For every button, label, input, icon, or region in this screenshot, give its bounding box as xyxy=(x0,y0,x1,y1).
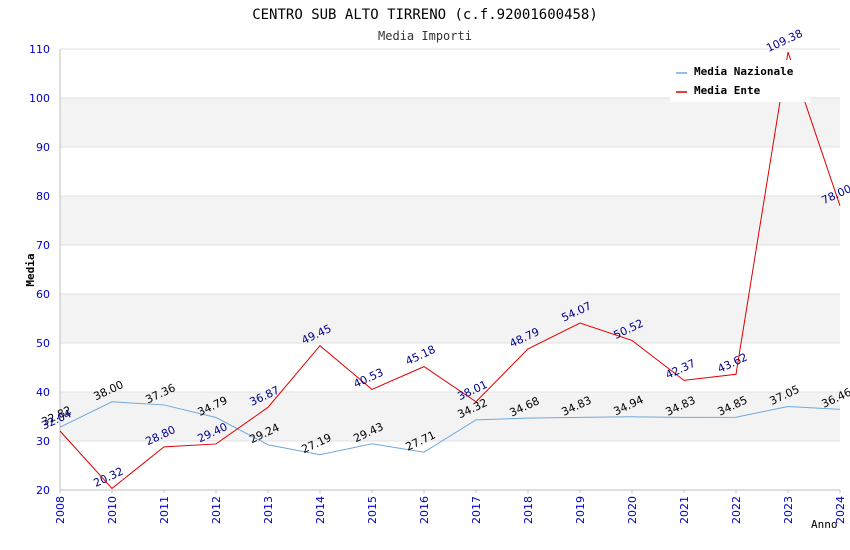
y-tick-labels: 20 30 40 50 60 70 80 90 100 110 xyxy=(29,43,50,497)
legend-box xyxy=(670,60,810,102)
x-tick-label: 2014 xyxy=(314,496,327,524)
y-tick-label: 40 xyxy=(36,386,50,399)
x-tick-label: 2016 xyxy=(418,496,431,524)
legend: Media Nazionale Media Ente xyxy=(670,60,810,102)
plot-band xyxy=(60,392,840,441)
legend-label-media-nazionale: Media Nazionale xyxy=(694,65,794,78)
y-tick-label: 20 xyxy=(36,484,50,497)
y-tick-label: 100 xyxy=(29,92,50,105)
x-tick-label: 2008 xyxy=(54,496,67,524)
chart-subtitle: Media Importi xyxy=(378,29,472,43)
x-tick-label: 2019 xyxy=(574,496,587,524)
legend-label-media-ente: Media Ente xyxy=(694,84,761,97)
plot-bands xyxy=(60,98,840,441)
x-tick-labels: 2008 2010 2011 2012 2013 2014 2015 2016 2017 2018… xyxy=(54,490,847,524)
chart-title: CENTRO SUB ALTO TIRRENO (c.f.92001600458… xyxy=(252,7,598,23)
plot-band xyxy=(60,98,840,147)
x-tick-label: 2012 xyxy=(210,496,223,524)
y-tick-label: 80 xyxy=(36,190,50,203)
y-tick-label: 90 xyxy=(36,141,50,154)
plot-band xyxy=(60,196,840,245)
x-tick-label: 2010 xyxy=(106,496,119,524)
y-tick-label: 60 xyxy=(36,288,50,301)
x-tick-label: 2021 xyxy=(678,496,691,524)
x-tick-label: 2013 xyxy=(262,496,275,524)
x-axis-title: Anno xyxy=(811,518,838,531)
x-tick-label: 2022 xyxy=(730,496,743,524)
y-tick-label: 30 xyxy=(36,435,50,448)
x-tick-label: 2020 xyxy=(626,496,639,524)
y-tick-label: 110 xyxy=(29,43,50,56)
y-axis-title: Media xyxy=(24,253,37,286)
x-tick-label: 2017 xyxy=(470,496,483,524)
y-tick-label: 70 xyxy=(36,239,50,252)
x-tick-label: 2015 xyxy=(366,496,379,524)
series-line-media-ente xyxy=(59,51,841,490)
x-tick-label: 2011 xyxy=(158,496,171,524)
series-lines xyxy=(59,51,841,490)
plot-band xyxy=(60,294,840,343)
x-tick-label: 2023 xyxy=(782,496,795,524)
series-line-media-nazionale xyxy=(59,401,841,456)
y-tick-label: 50 xyxy=(36,337,50,350)
x-tick-label: 2024 xyxy=(834,496,847,524)
x-tick-label: 2018 xyxy=(522,496,535,524)
grid-lines xyxy=(60,48,840,491)
